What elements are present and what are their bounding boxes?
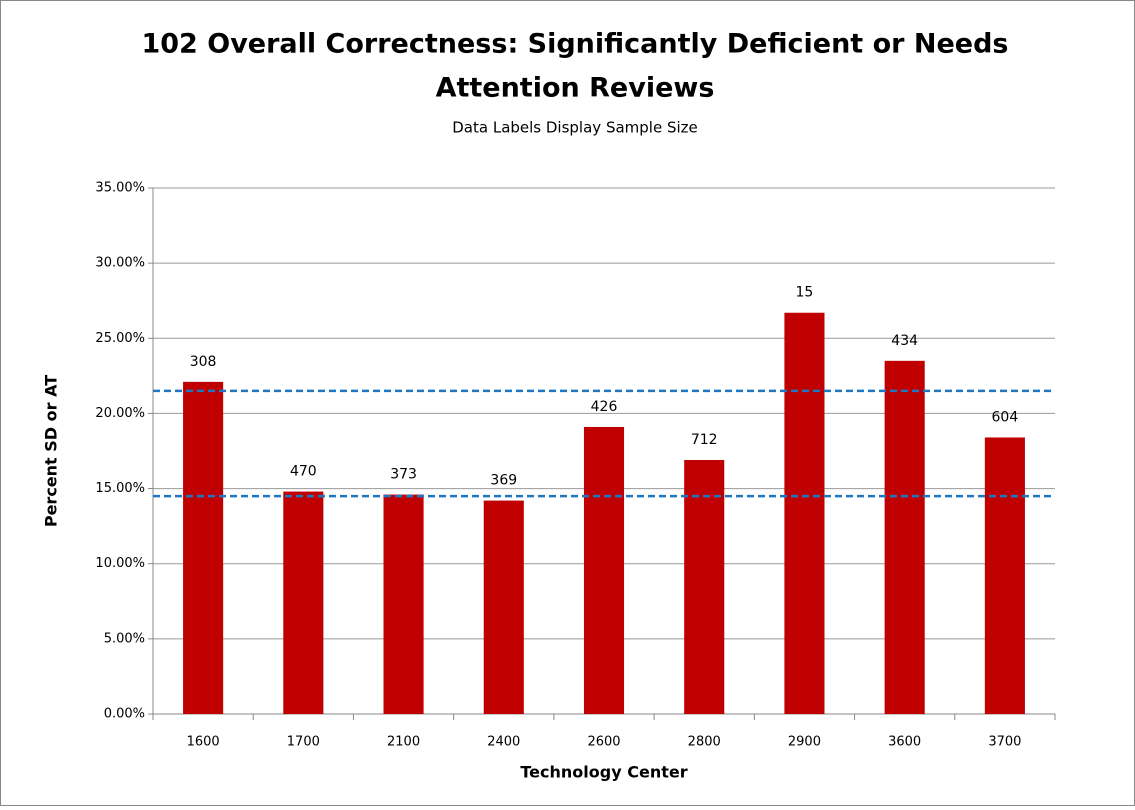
bar	[984, 437, 1025, 714]
y-tick-label: 30.00%	[95, 256, 145, 271]
x-tick-label: 2400	[487, 735, 520, 750]
chart-title: 102 Overall Correctness: Significantly D…	[141, 29, 1008, 60]
x-axis-title: Technology Center	[520, 763, 687, 782]
x-tick-label: 1600	[187, 735, 220, 750]
x-tick-label: 3700	[988, 735, 1021, 750]
x-tick-label: 2800	[688, 735, 721, 750]
bar	[483, 500, 524, 714]
y-tick-label: 0.00%	[104, 707, 145, 722]
y-tick-label: 5.00%	[104, 631, 145, 646]
y-tick-label: 25.00%	[95, 331, 145, 346]
x-tick-label: 1700	[287, 735, 320, 750]
y-axis-title: Percent SD or AT	[42, 375, 61, 527]
bar	[784, 312, 825, 714]
data-label: 712	[691, 432, 718, 448]
y-tick-label: 35.00%	[95, 181, 145, 196]
data-label: 308	[190, 354, 217, 370]
data-label: 373	[390, 467, 417, 483]
data-label: 470	[290, 464, 317, 480]
x-tick-label: 2100	[387, 735, 420, 750]
x-tick-label: 2900	[788, 735, 821, 750]
bar	[283, 491, 324, 714]
bar	[684, 460, 725, 714]
chart-subtitle: Data Labels Display Sample Size	[452, 119, 698, 137]
data-label: 434	[891, 333, 918, 349]
data-label: 15	[796, 285, 814, 301]
data-label: 369	[490, 473, 517, 489]
chart-title: Attention Reviews	[436, 73, 715, 104]
x-tick-label: 2600	[587, 735, 620, 750]
y-tick-label: 15.00%	[95, 481, 145, 496]
y-tick-label: 10.00%	[95, 556, 145, 571]
x-tick-label: 3600	[888, 735, 921, 750]
y-tick-label: 20.00%	[95, 406, 145, 421]
data-label: 426	[591, 399, 618, 415]
bar	[383, 494, 424, 714]
bar	[583, 426, 625, 714]
data-label: 604	[992, 409, 1019, 425]
bar	[884, 360, 925, 714]
bar	[183, 381, 224, 714]
